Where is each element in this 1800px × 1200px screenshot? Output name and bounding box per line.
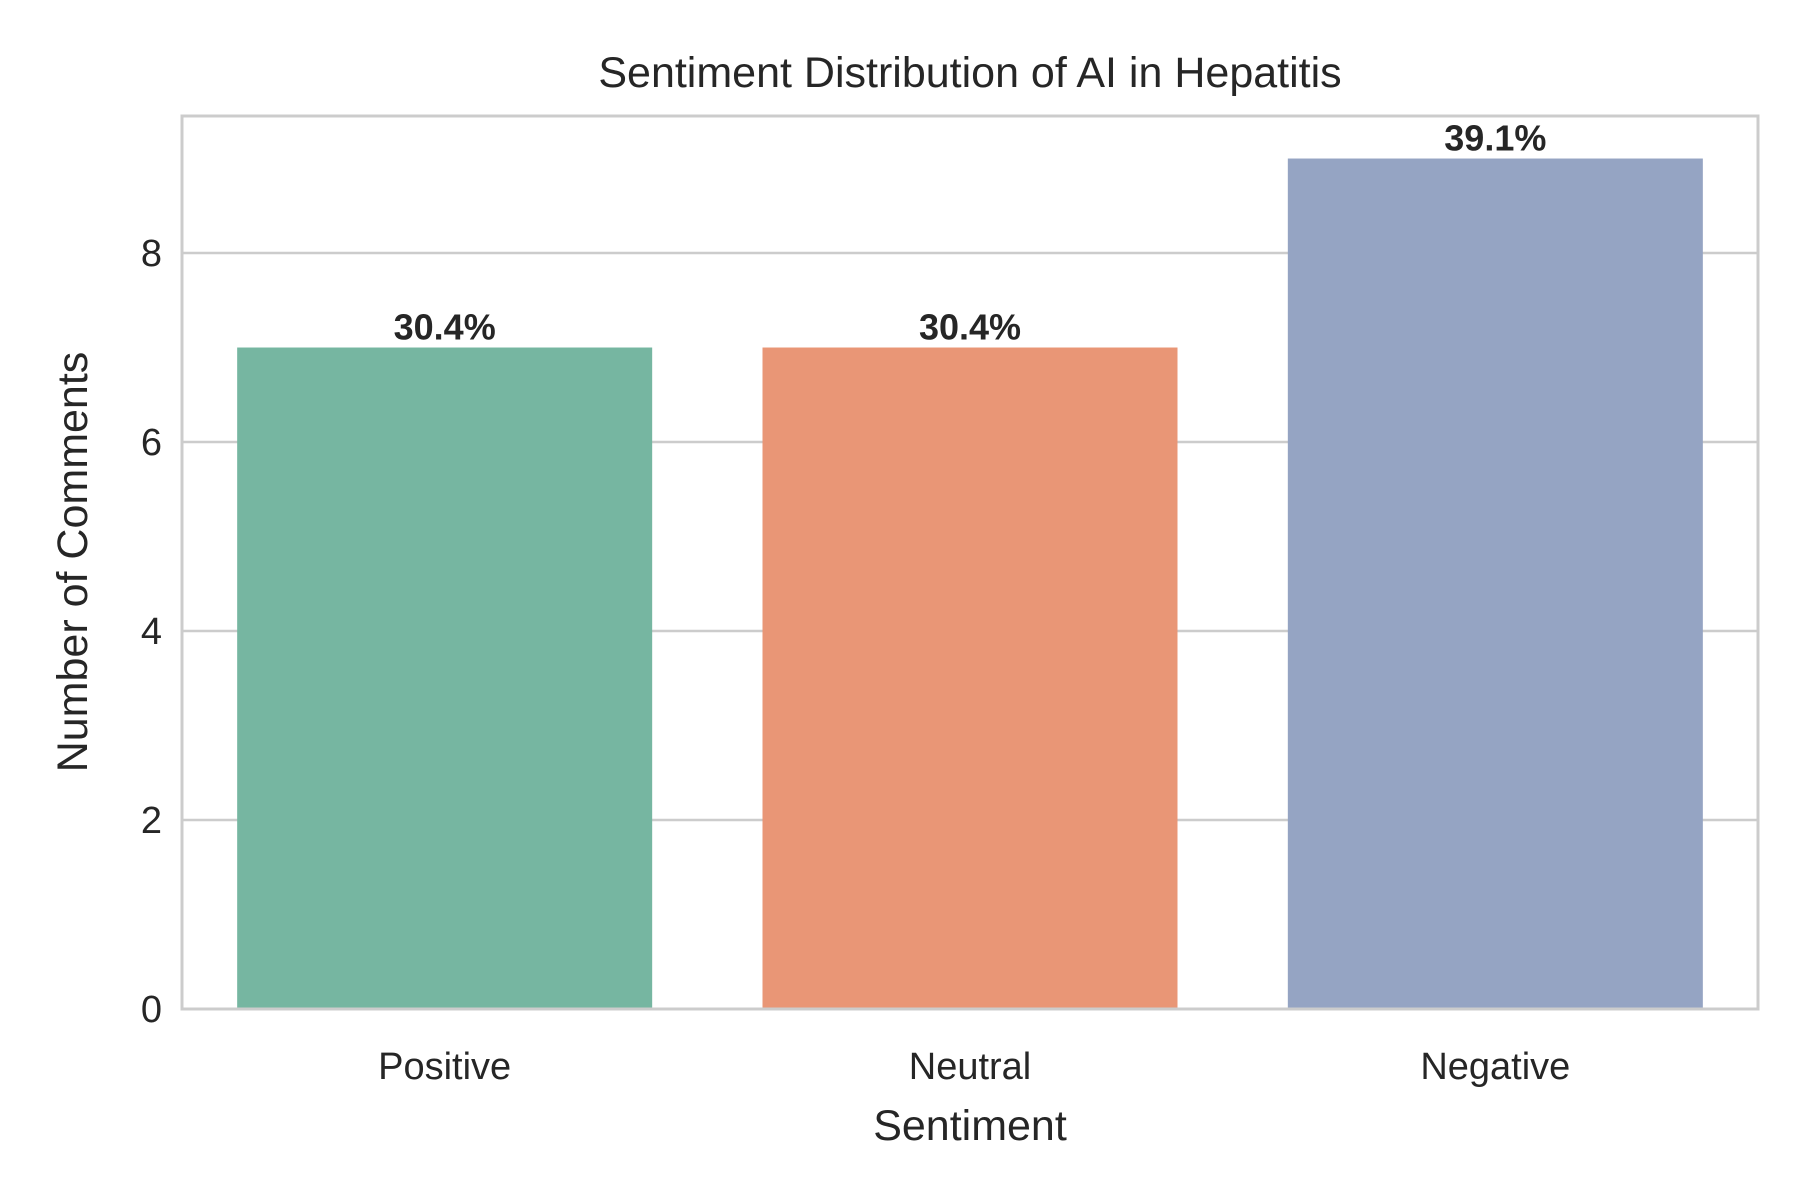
y-axis-label: Number of Comments [49, 352, 97, 773]
x-tick-label-positive: Positive [378, 1046, 511, 1088]
y-tick-labels: 0 2 4 6 8 [141, 233, 162, 1031]
bar-negative [1287, 158, 1703, 1009]
x-tick-label-negative: Negative [1420, 1046, 1570, 1088]
y-tick-label: 8 [141, 233, 162, 275]
x-tick-labels: Positive Neutral Negative [378, 1046, 1570, 1088]
data-label-negative: 39.1% [1444, 118, 1546, 159]
y-tick-label: 0 [141, 989, 162, 1031]
bar-positive [237, 347, 653, 1009]
bar-neutral [762, 347, 1178, 1009]
x-tick-label-neutral: Neutral [909, 1046, 1032, 1088]
x-axis-label: Sentiment [873, 1102, 1067, 1150]
chart-title: Sentiment Distribution of AI in Hepatiti… [598, 49, 1341, 97]
data-labels: 30.4% 30.4% 39.1% [394, 118, 1547, 348]
y-tick-label: 6 [141, 422, 162, 464]
bars [237, 158, 1703, 1009]
y-tick-label: 4 [141, 611, 162, 653]
y-tick-label: 2 [141, 800, 162, 842]
data-label-neutral: 30.4% [919, 307, 1021, 348]
plot-frame [180, 114, 1760, 1011]
data-label-positive: 30.4% [394, 307, 496, 348]
